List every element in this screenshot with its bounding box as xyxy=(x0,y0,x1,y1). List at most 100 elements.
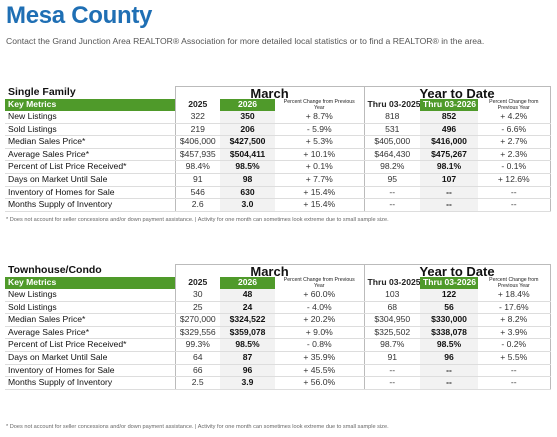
col-header-thru-2025: Thru 03-2025 xyxy=(364,99,421,112)
metric-name: Sold Listings xyxy=(5,123,175,137)
value-thru-2025: -- xyxy=(364,364,421,378)
pct-change: + 20.2% xyxy=(275,313,365,327)
pct-change-ytd: -- xyxy=(478,186,551,200)
pct-change-ytd: -- xyxy=(478,364,551,378)
value-thru-2026: $338,078 xyxy=(420,326,479,340)
pct-change-ytd: - 0.1% xyxy=(478,160,551,175)
pct-change: - 0.8% xyxy=(275,338,365,353)
value-2025: 66 xyxy=(174,364,220,378)
table-row: Months Supply of Inventory 2.6 3.0 + 15.4% -… xyxy=(5,198,551,212)
value-thru-2025: 98.7% xyxy=(364,338,421,353)
col-header-2025: 2025 xyxy=(174,99,220,112)
pct-change: + 60.0% xyxy=(275,289,365,302)
table-row: Sold Listings 219 206- 5.9% 531 496- 6.6% xyxy=(5,123,551,137)
pct-change: + 35.9% xyxy=(275,351,365,365)
section-title: Townhouse/Condo xyxy=(8,264,102,276)
col-header-2025: 2025 xyxy=(174,277,220,290)
value-2025: 322 xyxy=(174,111,220,124)
metric-name: Inventory of Homes for Sale xyxy=(5,186,175,200)
col-header-thru-2025: Thru 03-2025 xyxy=(364,277,421,290)
col-header-2026: 2026 xyxy=(220,277,275,290)
pct-change-ytd: - 17.6% xyxy=(478,301,551,315)
value-thru-2025: 91 xyxy=(364,351,421,365)
metric-name: New Listings xyxy=(5,111,175,124)
table-row: Inventory of Homes for Sale 546 630 + 15.4%… xyxy=(5,186,551,200)
table-row: Median Sales Price* $270,000 $324,522 + 20.… xyxy=(5,313,551,327)
col-header-pct-ytd: Percent Change from Previous Year xyxy=(478,99,551,112)
value-thru-2025: $464,430 xyxy=(364,148,421,162)
table-row: Percent of List Price Received* 99.3% 98.5… xyxy=(5,338,551,353)
value-2025: 91 xyxy=(174,173,220,187)
key-metrics-header: Key Metrics xyxy=(5,99,175,112)
key-metrics-header: Key Metrics xyxy=(5,277,175,290)
metric-name: Percent of List Price Received* xyxy=(5,338,175,353)
value-thru-2025: 98.2% xyxy=(364,160,421,175)
pct-change-ytd: + 3.9% xyxy=(478,326,551,340)
pct-change-ytd: - 0.2% xyxy=(478,338,551,353)
group-header-ytd: Year to Date xyxy=(363,86,551,100)
pct-change: + 7.7% xyxy=(275,173,365,187)
value-2026: 96 xyxy=(220,364,275,378)
pct-change: + 56.0% xyxy=(275,376,365,390)
value-thru-2025: -- xyxy=(364,376,421,390)
value-thru-2026: $330,000 xyxy=(420,313,479,327)
metric-name: Median Sales Price* xyxy=(5,313,175,327)
pct-change: - 5.9% xyxy=(275,123,365,137)
pct-change: - 4.0% xyxy=(275,301,365,315)
value-2026: 3.0 xyxy=(220,198,275,212)
page-title: Mesa County xyxy=(6,2,153,29)
metric-name: Median Sales Price* xyxy=(5,135,175,149)
pct-change-ytd: + 18.4% xyxy=(478,289,551,302)
townhouse-condo-table: Townhouse/Condo March Year to Date Key M… xyxy=(5,264,551,390)
metric-name: Months Supply of Inventory xyxy=(5,376,175,390)
section-title: Single Family xyxy=(8,86,76,98)
value-2025: 2.6 xyxy=(174,198,220,212)
page-subtitle: Contact the Grand Junction Area REALTOR®… xyxy=(6,36,485,46)
table-row: New Listings 30 48 + 60.0% 103 122 + 18.4% xyxy=(5,289,551,302)
value-thru-2026: 98.1% xyxy=(420,160,479,175)
table-row: Days on Market Until Sale 64 87 + 35.9% 91 96… xyxy=(5,351,551,365)
pct-change-ytd: -- xyxy=(478,376,551,390)
value-2026: $324,522 xyxy=(220,313,275,327)
table-row: Percent of List Price Received* 98.4% 98.5… xyxy=(5,160,551,175)
pct-change-ytd: + 12.6% xyxy=(478,173,551,187)
group-header-month: March xyxy=(174,264,365,278)
pct-change-ytd: + 2.7% xyxy=(478,135,551,149)
table-row: Median Sales Price* $406,000 $427,500 + 5.3… xyxy=(5,135,551,149)
group-header-ytd: Year to Date xyxy=(363,264,551,278)
value-2026: 87 xyxy=(220,351,275,365)
pct-change: + 45.5% xyxy=(275,364,365,378)
col-header-pct: Percent Change from Previous Year xyxy=(275,99,365,112)
value-2026: $359,078 xyxy=(220,326,275,340)
value-2025: 99.3% xyxy=(174,338,220,353)
pct-change: + 9.0% xyxy=(275,326,365,340)
value-thru-2025: 103 xyxy=(364,289,421,302)
value-thru-2026: 56 xyxy=(420,301,479,315)
pct-change: + 15.4% xyxy=(275,198,365,212)
metric-name: Average Sales Price* xyxy=(5,326,175,340)
value-thru-2026: 496 xyxy=(420,123,479,137)
value-2026: $504,411 xyxy=(220,148,275,162)
table-row: Sold Listings 25 24- 4.0% 68 56- 17.6% xyxy=(5,301,551,315)
value-2025: $270,000 xyxy=(174,313,220,327)
value-2026: 98.5% xyxy=(220,338,275,353)
table-row: Inventory of Homes for Sale 66 96 + 45.5% --… xyxy=(5,364,551,378)
pct-change-ytd: + 4.2% xyxy=(478,111,551,124)
metric-name: Months Supply of Inventory xyxy=(5,198,175,212)
col-header-thru-2026: Thru 03-2026 xyxy=(420,99,479,112)
single-family-table: Single Family March Year to Date Key Met… xyxy=(5,86,551,212)
value-thru-2025: -- xyxy=(364,198,421,212)
pct-change-ytd: -- xyxy=(478,198,551,212)
value-2025: 64 xyxy=(174,351,220,365)
value-2025: 98.4% xyxy=(174,160,220,175)
col-header-thru-2026: Thru 03-2026 xyxy=(420,277,479,290)
value-2026: 630 xyxy=(220,186,275,200)
value-2025: $329,556 xyxy=(174,326,220,340)
value-thru-2026: $475,267 xyxy=(420,148,479,162)
value-thru-2025: 531 xyxy=(364,123,421,137)
table-row: Days on Market Until Sale 91 98 + 7.7% 95 107… xyxy=(5,173,551,187)
value-thru-2025: 68 xyxy=(364,301,421,315)
value-thru-2025: $405,000 xyxy=(364,135,421,149)
pct-change: + 10.1% xyxy=(275,148,365,162)
value-thru-2026: -- xyxy=(420,376,479,390)
